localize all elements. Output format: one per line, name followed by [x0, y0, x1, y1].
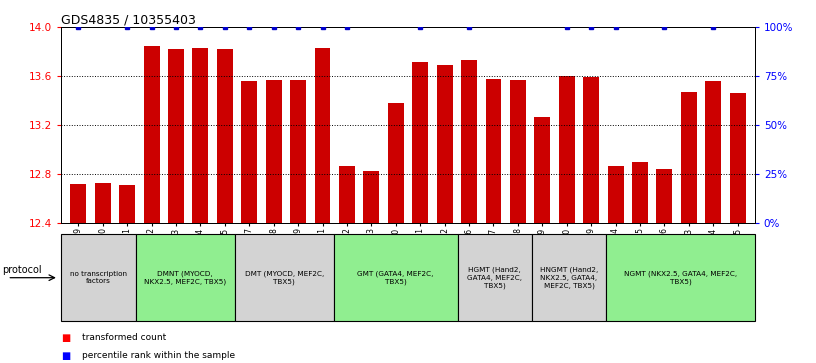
Bar [290, 80, 306, 223]
Bar [461, 60, 477, 223]
Bar [193, 48, 208, 223]
Bar [119, 185, 135, 223]
Text: no transcription
factors: no transcription factors [70, 271, 126, 285]
Text: ■: ■ [61, 351, 70, 361]
Bar [242, 81, 257, 223]
Bar [339, 166, 355, 223]
Bar [730, 93, 746, 223]
Bar [705, 81, 721, 223]
Bar [235, 234, 334, 321]
Bar [144, 46, 159, 223]
Text: HGMT (Hand2,
GATA4, MEF2C,
TBX5): HGMT (Hand2, GATA4, MEF2C, TBX5) [468, 267, 522, 289]
Bar [334, 234, 458, 321]
Bar [412, 61, 428, 223]
Text: ■: ■ [61, 333, 70, 343]
Bar [70, 184, 86, 223]
Bar [61, 234, 135, 321]
Bar [168, 49, 184, 223]
Bar [95, 183, 111, 223]
Bar [388, 103, 404, 223]
Bar [510, 80, 526, 223]
Bar [486, 79, 501, 223]
Bar [534, 117, 550, 223]
Text: transformed count: transformed count [82, 333, 166, 342]
Bar [583, 77, 599, 223]
Bar [458, 234, 532, 321]
Bar [437, 65, 453, 223]
Bar [681, 92, 697, 223]
Bar [559, 76, 574, 223]
Text: GMT (GATA4, MEF2C,
TBX5): GMT (GATA4, MEF2C, TBX5) [357, 270, 434, 285]
Text: DMT (MYOCD, MEF2C,
TBX5): DMT (MYOCD, MEF2C, TBX5) [245, 270, 324, 285]
Bar [217, 49, 233, 223]
Bar [657, 169, 672, 223]
Text: GDS4835 / 10355403: GDS4835 / 10355403 [61, 13, 196, 26]
Text: percentile rank within the sample: percentile rank within the sample [82, 351, 235, 360]
Bar [632, 162, 648, 223]
Text: DMNT (MYOCD,
NKX2.5, MEF2C, TBX5): DMNT (MYOCD, NKX2.5, MEF2C, TBX5) [144, 270, 226, 285]
Bar [266, 80, 282, 223]
Bar [608, 166, 623, 223]
Bar [532, 234, 606, 321]
Bar [135, 234, 235, 321]
Text: HNGMT (Hand2,
NKX2.5, GATA4,
MEF2C, TBX5): HNGMT (Hand2, NKX2.5, GATA4, MEF2C, TBX5… [540, 267, 598, 289]
Bar [315, 48, 330, 223]
Text: protocol: protocol [2, 265, 42, 276]
Bar [363, 171, 379, 223]
Bar [606, 234, 755, 321]
Text: NGMT (NKX2.5, GATA4, MEF2C,
TBX5): NGMT (NKX2.5, GATA4, MEF2C, TBX5) [624, 270, 737, 285]
